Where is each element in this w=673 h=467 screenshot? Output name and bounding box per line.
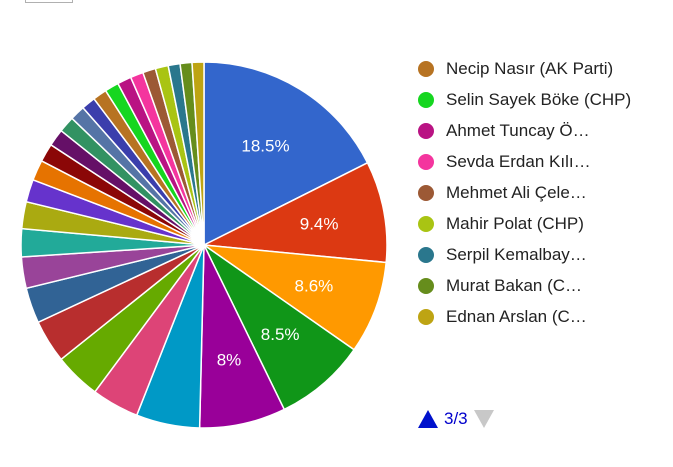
page-indicator: 3/3 — [444, 409, 468, 428]
legend-item[interactable]: Ahmet Tuncay Ö… — [416, 120, 666, 142]
legend-item[interactable]: Sevda Erdan Kılı… — [416, 151, 666, 173]
legend-item[interactable]: Serpil Kemalbay… — [416, 244, 666, 266]
slice-data-label: 8.6% — [295, 276, 334, 295]
pie-slice-29[interactable] — [191, 61, 205, 246]
legend-item[interactable]: Murat Bakan (C… — [416, 275, 666, 297]
triangle-down-icon[interactable] — [473, 410, 494, 428]
legend-swatch — [418, 154, 434, 170]
pie-slices — [20, 61, 388, 429]
slice-data-label: 9.4% — [300, 214, 339, 233]
legend-item[interactable]: Mahir Polat (CHP) — [416, 213, 666, 235]
legend-label: Necip Nasır (AK Parti) — [446, 59, 614, 78]
slice-data-label: 8.5% — [261, 325, 300, 344]
legend-item[interactable]: Ednan Arslan (C… — [416, 306, 666, 328]
legend-swatch — [418, 309, 434, 325]
legend-label: Ednan Arslan (C… — [446, 307, 587, 326]
legend-label: Mehmet Ali Çele… — [446, 183, 587, 202]
legend-swatch — [418, 185, 434, 201]
legend-label: Serpil Kemalbay… — [446, 245, 587, 264]
legend-label: Ahmet Tuncay Ö… — [446, 121, 590, 140]
legend-label: Sevda Erdan Kılı… — [446, 152, 591, 171]
legend-label: Murat Bakan (C… — [446, 276, 583, 295]
legend-swatch — [418, 247, 434, 263]
pie-slice-1[interactable] — [203, 61, 369, 247]
top-frame-box — [25, 0, 73, 3]
legend-item[interactable]: Selin Sayek Böke (CHP) — [416, 89, 666, 111]
slice-data-label: 8% — [217, 350, 242, 369]
legend-label: Selin Sayek Böke (CHP) — [446, 90, 632, 109]
pie-data-labels: 18.5% 9.4% 8.6% 8.5% 8% — [217, 136, 339, 369]
pie-slice-4[interactable] — [202, 242, 356, 411]
legend: Necip Nasır (AK Parti) Selin Sayek Böke (… — [416, 58, 666, 337]
legend-swatch — [418, 92, 434, 108]
legend-pager: 3/3 — [418, 408, 494, 430]
legend-swatch — [418, 61, 434, 77]
legend-swatch — [418, 216, 434, 232]
legend-swatch — [418, 278, 434, 294]
pie-chart: 18.5% 9.4% 8.6% 8.5% 8% — [20, 61, 388, 429]
legend-item[interactable]: Mehmet Ali Çele… — [416, 182, 666, 204]
legend-item[interactable]: Necip Nasır (AK Parti) — [416, 58, 666, 80]
legend-label: Mahir Polat (CHP) — [446, 214, 584, 233]
pie-slice-2[interactable] — [201, 161, 388, 264]
legend-swatch — [418, 123, 434, 139]
triangle-up-icon[interactable] — [418, 410, 438, 428]
slice-data-label: 18.5% — [241, 136, 289, 155]
pie-slice-3[interactable] — [201, 243, 387, 351]
